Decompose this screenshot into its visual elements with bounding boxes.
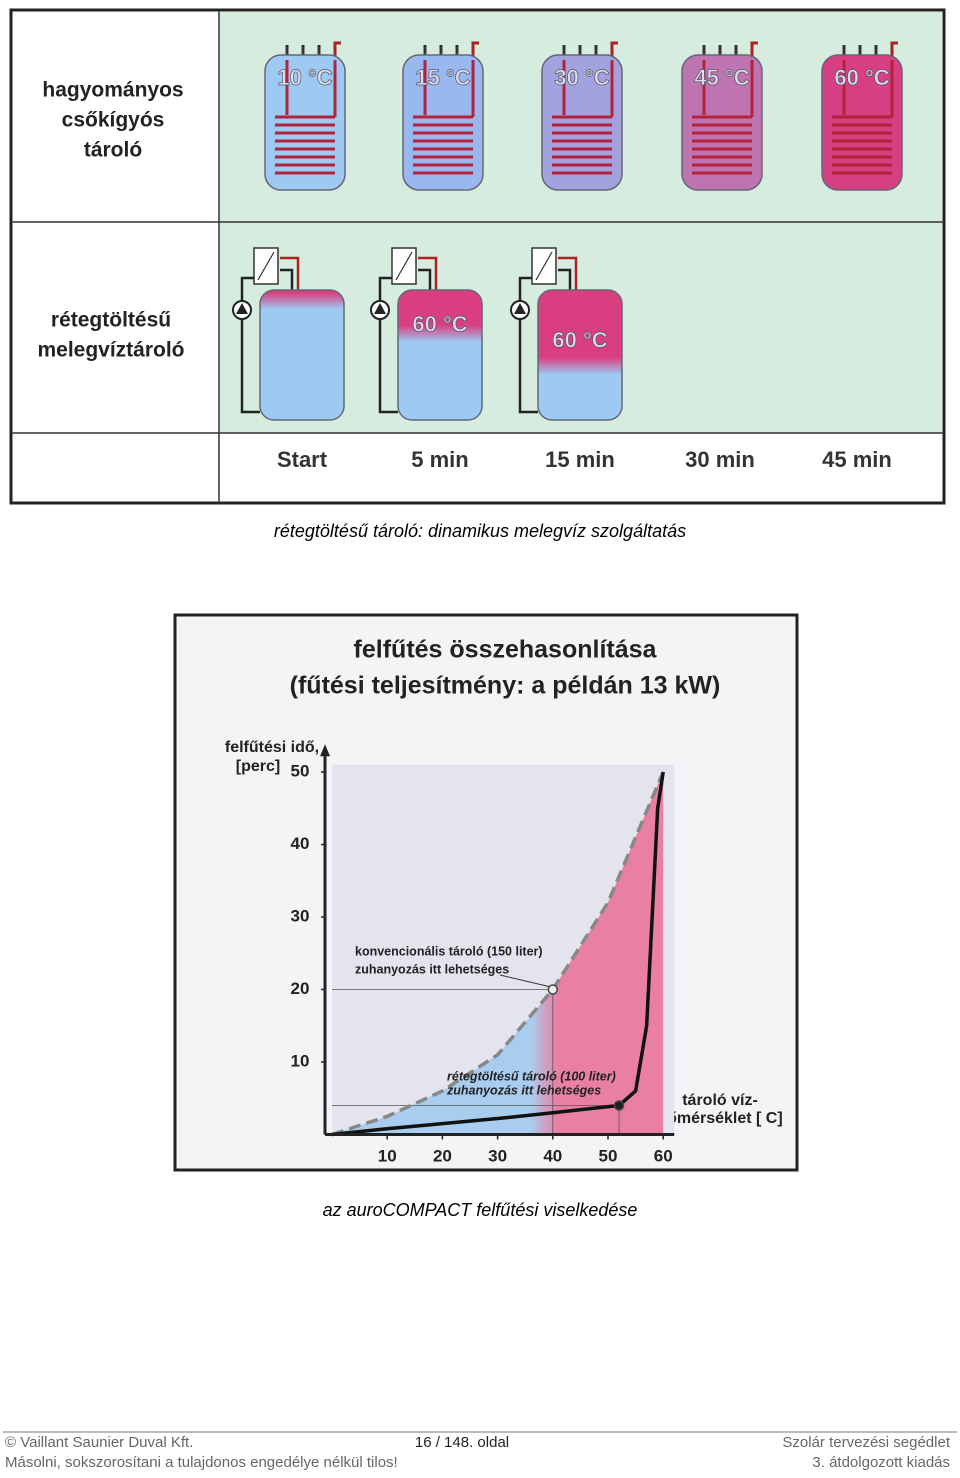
- tank: [397, 289, 483, 421]
- chart-title: (fűtési teljesítmény: a példán 13 kW): [290, 672, 721, 700]
- tank-temp: 15 °C: [415, 65, 470, 90]
- heat-exchanger: [535, 251, 553, 281]
- y-tick-label: 50: [291, 761, 310, 780]
- point: [613, 1100, 625, 1111]
- time-label: 15 min: [545, 447, 615, 472]
- tank-temp: 45 °C: [694, 65, 749, 90]
- annotation: konvencionális tároló (150 liter): [355, 944, 543, 958]
- loop: [378, 268, 432, 414]
- time-label: Start: [277, 447, 328, 472]
- axis: [323, 750, 675, 1136]
- pipe: [333, 41, 341, 60]
- tank-temp: 10 °C: [277, 65, 332, 90]
- pump: [236, 303, 248, 314]
- time-label: 30 min: [685, 447, 755, 472]
- x-tick-label: 40: [543, 1146, 562, 1165]
- pump: [514, 303, 526, 314]
- y-tick-label: 40: [291, 834, 310, 853]
- loop-hot: [418, 256, 438, 294]
- caption: az auroCOMPACT felfűtési viselkedése: [323, 1200, 638, 1220]
- annotation: zuhanyozás itt lehetséges: [355, 962, 509, 976]
- coil-pipe: [842, 60, 894, 117]
- row-label: csőkígyós: [62, 109, 165, 132]
- footer-text: © Vaillant Saunier Duval Kft.: [5, 1434, 193, 1451]
- time-label: 5 min: [411, 447, 468, 472]
- pipe: [610, 41, 618, 60]
- pipe: [750, 41, 758, 60]
- point: [547, 984, 559, 995]
- x-tick-label: 50: [599, 1146, 618, 1165]
- annotation: zuhanyozás itt lehetséges: [446, 1083, 601, 1097]
- loop: [518, 268, 572, 414]
- row-label: tároló: [84, 139, 142, 162]
- heat-exchanger: [257, 251, 275, 281]
- footer-text: Másolni, sokszorosítani a tulajdonos eng…: [5, 1454, 398, 1471]
- footer-text: Szolár tervezési segédlet: [782, 1434, 950, 1451]
- chart-title: felfűtés összehasonlítása: [354, 636, 658, 664]
- y-tick-label: 30: [291, 906, 310, 925]
- tank-temp: 60 °C: [552, 328, 607, 353]
- loop: [240, 268, 294, 414]
- axis-label: tároló víz-: [682, 1092, 758, 1109]
- row-label: hagyományos: [42, 79, 183, 102]
- axis-label: [perc]: [236, 758, 280, 775]
- footer-text: 3. átdolgozott kiadás: [812, 1454, 950, 1471]
- pipe: [471, 41, 479, 60]
- x-tick-label: 30: [488, 1146, 507, 1165]
- row-label: rétegtöltésű: [51, 309, 171, 332]
- coil-pipe: [562, 60, 614, 117]
- axis-arrow: [320, 744, 330, 757]
- y-tick-label: 10: [291, 1051, 310, 1070]
- heat-exchanger: [395, 251, 413, 281]
- loop-hot: [280, 256, 300, 294]
- x-tick-label: 10: [378, 1146, 397, 1165]
- loop-hot: [558, 256, 578, 294]
- time-label: 45 min: [822, 447, 892, 472]
- coil-pipe: [423, 60, 475, 117]
- axis-label: felfűtési idő,: [225, 739, 319, 756]
- x-tick-label: 20: [433, 1146, 452, 1165]
- y-tick-label: 20: [291, 979, 310, 998]
- tank-temp: 60 °C: [834, 65, 889, 90]
- tank-temp: 30 °C: [554, 65, 609, 90]
- row-label: melegvíztároló: [37, 339, 184, 362]
- tank: [259, 289, 345, 421]
- tank: [537, 289, 623, 421]
- leader: [499, 974, 549, 987]
- area: [332, 772, 664, 1135]
- pipe: [890, 41, 898, 60]
- caption: rétegtöltésű tároló: dinamikus melegvíz …: [274, 521, 686, 541]
- coil-pipe: [285, 60, 337, 117]
- tank-temp: 60 °C: [412, 311, 467, 336]
- x-tick-label: 60: [654, 1146, 673, 1165]
- footer-text: 16 / 148. oldal: [415, 1434, 509, 1451]
- coil-pipe: [702, 60, 754, 117]
- axis-label: hőmérséklet [ C]: [657, 1110, 782, 1127]
- annotation: rétegtöltésű tároló (100 liter): [447, 1069, 616, 1083]
- series-line: [331, 771, 665, 1137]
- pump: [374, 303, 386, 314]
